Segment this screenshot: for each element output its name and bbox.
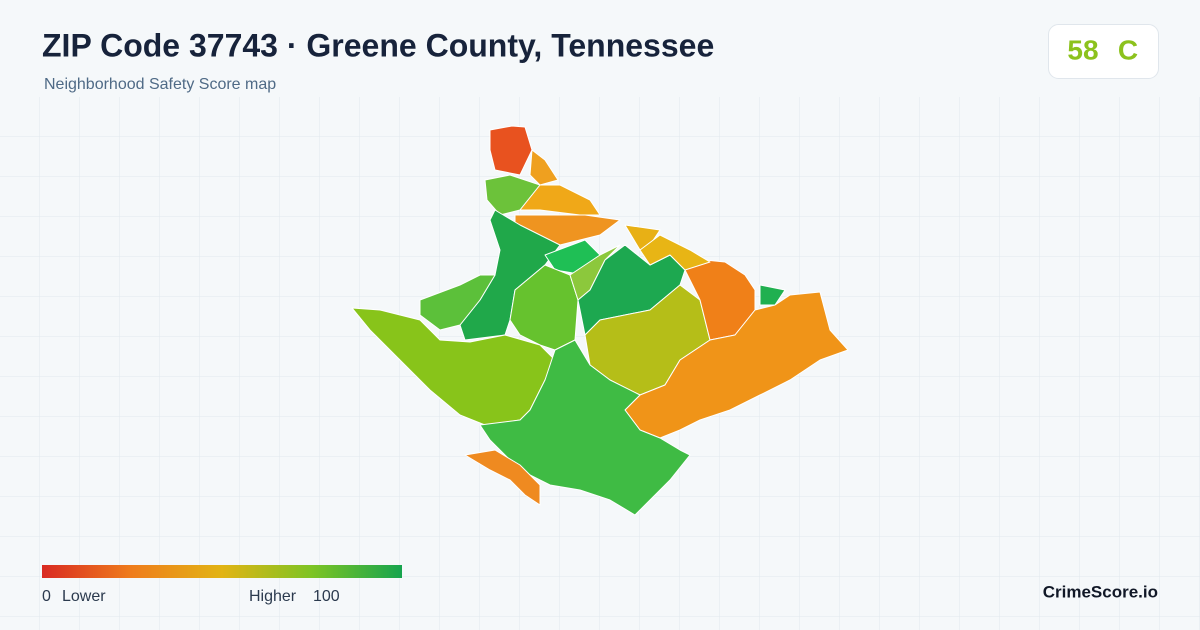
score-badge xyxy=(1048,24,1159,79)
region xyxy=(519,184,601,216)
region xyxy=(577,244,686,336)
region xyxy=(459,209,561,341)
region xyxy=(489,125,533,176)
region xyxy=(684,259,756,341)
region xyxy=(639,234,711,271)
region xyxy=(464,449,541,506)
legend-max: 100 xyxy=(313,588,340,605)
score-value: 58 xyxy=(1067,34,1098,65)
region xyxy=(479,339,691,516)
subtitle: Neighborhood Safety Score map xyxy=(44,76,276,93)
legend-min: 0 xyxy=(42,588,51,605)
legend-scale xyxy=(42,565,402,578)
legend-min-label: Lower xyxy=(62,588,106,605)
title: ZIP Code 37743 · Greene County, Tennesse… xyxy=(42,27,714,63)
score-grade: C xyxy=(1118,34,1138,65)
legend-max-label: Higher xyxy=(249,588,297,605)
region xyxy=(624,291,849,439)
region xyxy=(529,149,559,186)
brand: CrimeScore.io xyxy=(1043,582,1158,601)
region xyxy=(419,274,496,331)
map xyxy=(351,125,849,516)
